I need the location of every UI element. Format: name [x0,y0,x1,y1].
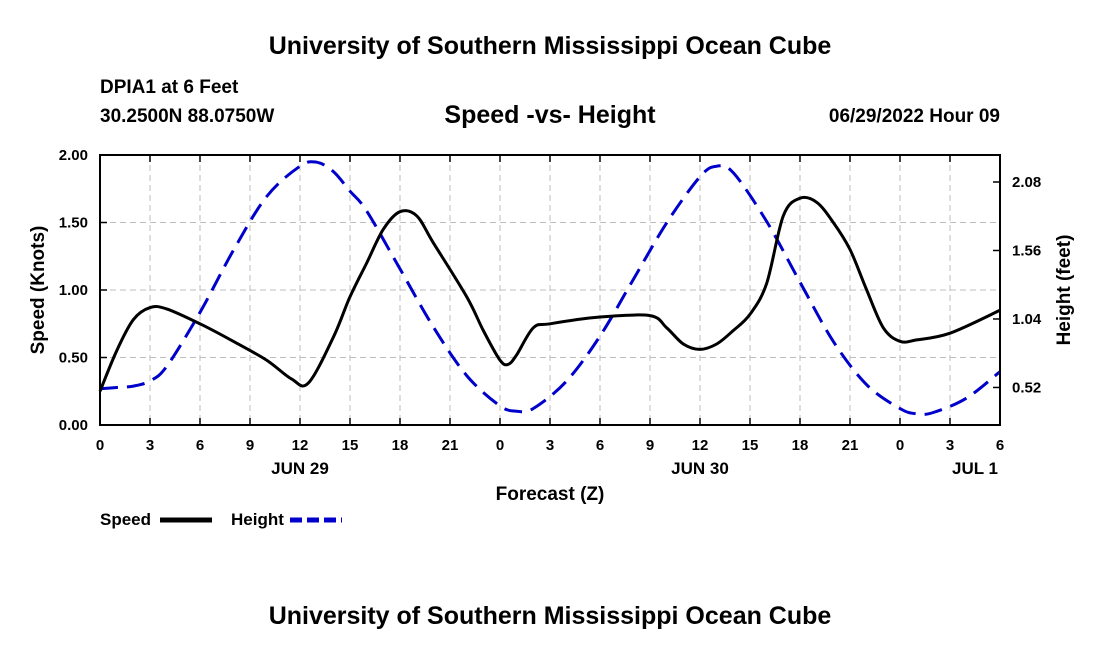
x-date-label: JUL 1 [952,459,998,478]
x-tick-label: 21 [842,437,859,454]
axes: 0 3 6 9 12 15 18 21 0 3 6 9 12 15 18 21 0 3 6 JUN 29 JUN 30 J… [28,147,1075,505]
coordinates-label: 30.2500N 88.0750W [100,106,275,127]
x-date-label: JUN 29 [271,459,329,478]
x-tick-label: 6 [996,437,1004,454]
station-label: DPIA1 at 6 Feet [100,77,239,98]
x-tick-label: 21 [442,437,459,454]
footer-title: University of Southern Mississippi Ocean… [268,602,832,630]
series-line-height [99,160,1001,416]
x-axis-title: Forecast (Z) [496,484,605,505]
y2-axis-title: Height (feet) [1054,235,1075,346]
x-tick-label: 9 [246,437,254,454]
y-tick-label: 1.00 [59,282,88,299]
x-tick-label: 0 [496,437,504,454]
x-tick-label: 0 [96,437,104,454]
y-tick-label: 2.00 [59,147,88,164]
x-tick-label: 6 [196,437,204,454]
x-tick-label: 12 [692,437,709,454]
x-tick-label: 3 [546,437,554,454]
x-tick-label: 15 [342,437,359,454]
y-tick-label: 0.50 [59,350,88,367]
y2-tick-label: 1.56 [1012,242,1041,259]
y2-tick-label: 2.08 [1012,174,1041,191]
y2-tick-label: 0.52 [1012,379,1041,396]
legend: Speed Height [100,510,342,529]
y-axis-title: Speed (Knots) [28,226,49,355]
y2-tick-label: 1.04 [1012,311,1042,328]
legend-label-height: Height [231,510,284,529]
x-date-label: JUN 30 [671,459,729,478]
x-tick-label: 18 [792,437,809,454]
x-tick-label: 6 [596,437,604,454]
x-tick-label: 0 [896,437,904,454]
main-title: University of Southern Mississippi Ocean… [268,32,832,60]
legend-label-speed: Speed [100,510,151,529]
forecast-datetime: 06/29/2022 Hour 09 [828,106,1000,127]
x-tick-label: 9 [646,437,654,454]
y-tick-label: 1.50 [59,215,88,232]
x-tick-label: 3 [146,437,154,454]
series-line-speed [98,195,1001,392]
x-tick-label: 18 [392,437,409,454]
x-tick-label: 12 [292,437,309,454]
series-lines [98,160,1001,416]
x-tick-label: 15 [742,437,759,454]
chart-subtitle: Speed -vs- Height [444,101,656,129]
x-tick-label: 3 [946,437,954,454]
y-tick-label: 0.00 [59,417,88,434]
